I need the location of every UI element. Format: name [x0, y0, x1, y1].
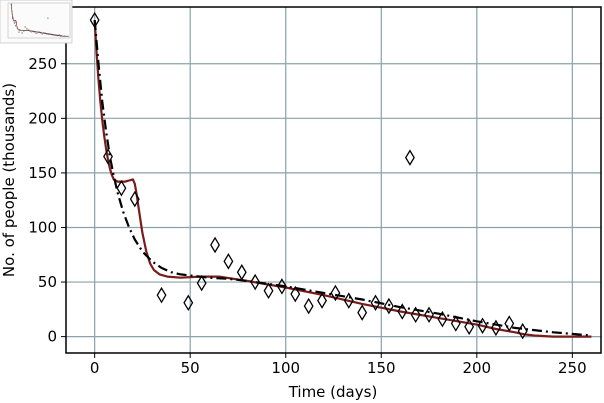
- observed-data-point: [330, 284, 341, 302]
- plot-frame: [65, 6, 602, 354]
- thumbnail-point: [24, 26, 27, 28]
- observed-data-point: [129, 190, 140, 208]
- y-tick-label: 250: [28, 55, 57, 73]
- observed-data-point: [223, 253, 234, 270]
- trend-fit-line: [93, 20, 592, 337]
- thumbnail-line: [11, 4, 69, 37]
- observed-data-point: [317, 292, 327, 309]
- observed-data-point: [290, 285, 301, 303]
- thumbnail-point: [35, 32, 37, 35]
- y-tick-label: 0: [47, 328, 57, 346]
- observed-data-point: [404, 149, 415, 166]
- thumbnail-point: [47, 17, 49, 19]
- observed-data-point: [236, 263, 247, 281]
- x-axis-label: Time (days): [288, 383, 378, 401]
- x-tick-label: 250: [558, 359, 587, 377]
- observed-data-point: [517, 322, 528, 340]
- thumbnail-plot: [7, 2, 71, 39]
- observed-data-point: [424, 306, 434, 324]
- thumbnail-point: [26, 27, 28, 30]
- observed-data-point: [116, 179, 127, 197]
- observed-data-point: [504, 315, 515, 332]
- observed-data-point: [410, 306, 421, 324]
- thumbnail-frame: [0, 0, 73, 44]
- observed-data-point: [343, 292, 354, 309]
- observed-data-point: [276, 278, 287, 295]
- x-tick-label: 200: [462, 359, 491, 377]
- y-tick-label: 100: [28, 218, 57, 236]
- observed-data-point: [437, 310, 448, 328]
- observed-data-point: [210, 236, 220, 254]
- model-fit-line: [93, 20, 592, 338]
- observed-data-point: [303, 297, 314, 315]
- thumbnail-point: [21, 32, 23, 34]
- observed-data-point: [383, 297, 394, 315]
- observed-data-point: [357, 304, 368, 321]
- observed-data-point: [450, 315, 461, 332]
- ticks: 0 50 100 150 200 250 0 50 100 150 200 250: [28, 55, 586, 377]
- thumbnail-point: [18, 31, 20, 33]
- observed-data-point: [89, 11, 100, 29]
- observed-data-point: [370, 294, 381, 312]
- marker-layer: [89, 11, 528, 340]
- observed-data-point: [250, 273, 261, 291]
- x-tick-label: 0: [90, 359, 100, 377]
- observed-data-point: [156, 286, 167, 304]
- thumbnail-axes: [7, 2, 71, 39]
- y-tick-label: 150: [28, 164, 57, 182]
- observed-data-point: [477, 317, 488, 334]
- series-layer: [93, 20, 592, 338]
- observed-data-point: [464, 318, 475, 336]
- observed-data-point: [103, 148, 113, 165]
- observed-data-point: [490, 319, 501, 337]
- observed-data-point: [183, 294, 194, 312]
- x-tick-label: 150: [367, 359, 396, 377]
- observed-data-point: [397, 303, 408, 320]
- x-tick-label: 50: [181, 359, 200, 377]
- observed-data-point: [196, 274, 207, 292]
- y-axis-label: No. of people (thousands): [0, 83, 18, 277]
- observed-data-point: [263, 282, 274, 300]
- y-tick-label: 50: [38, 273, 57, 291]
- plot-background: [66, 7, 601, 353]
- thumbnail-point: [41, 33, 44, 35]
- x-tick-label: 100: [271, 359, 300, 377]
- y-tick-label: 200: [28, 109, 57, 127]
- thumbnail-preview: [0, 0, 73, 44]
- grid: [66, 7, 601, 353]
